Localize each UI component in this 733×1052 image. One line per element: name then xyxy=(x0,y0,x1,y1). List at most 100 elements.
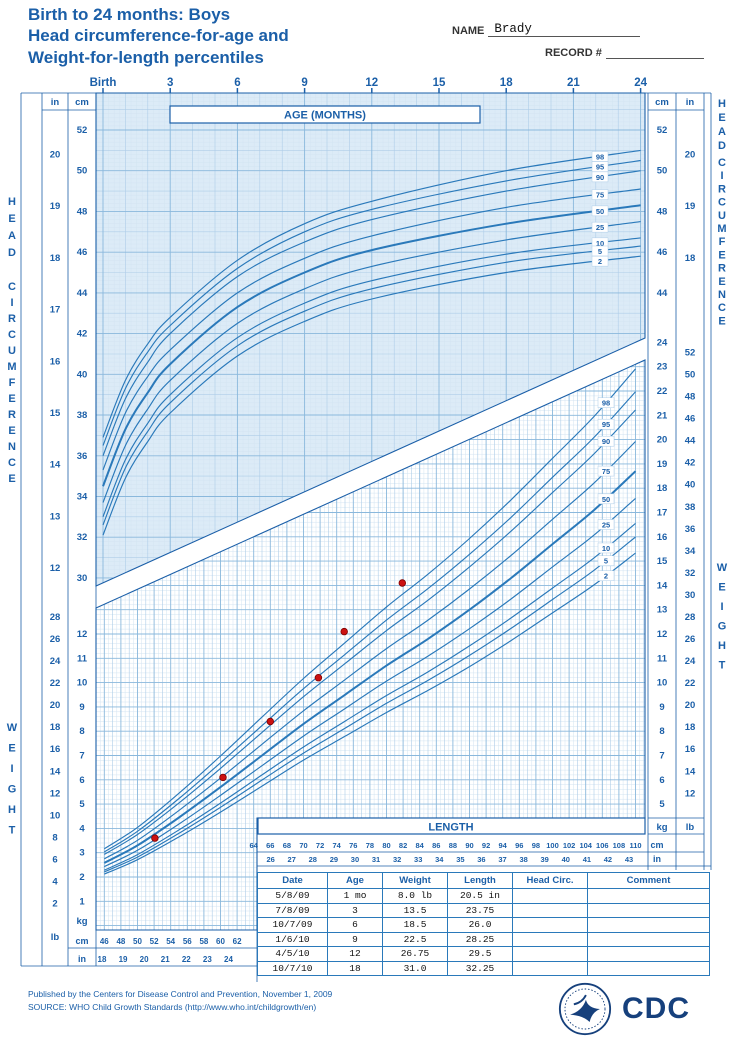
table-cell: 20.5 in xyxy=(447,888,513,904)
svg-text:6: 6 xyxy=(659,775,664,786)
table-cell: 12 xyxy=(327,946,383,962)
table-row: 10/7/10 18 31.0 32.25 xyxy=(257,960,710,976)
hhs-logo xyxy=(558,982,612,1036)
table-row: 4/5/10 12 26.75 29.5 xyxy=(257,946,710,962)
svg-text:19: 19 xyxy=(657,459,668,470)
svg-text:2: 2 xyxy=(52,899,57,910)
svg-text:24: 24 xyxy=(50,656,61,667)
svg-text:72: 72 xyxy=(316,841,324,850)
patient-point xyxy=(151,834,159,842)
svg-text:64: 64 xyxy=(250,841,259,850)
svg-text:18: 18 xyxy=(50,253,61,264)
footer-publisher: Published by the Centers for Disease Con… xyxy=(28,989,333,999)
table-cell xyxy=(587,960,710,976)
svg-text:6: 6 xyxy=(52,854,57,865)
svg-text:14: 14 xyxy=(685,766,696,777)
svg-text:C: C xyxy=(718,197,726,209)
svg-text:16: 16 xyxy=(50,356,61,367)
svg-text:21: 21 xyxy=(161,955,170,964)
svg-text:R: R xyxy=(718,263,726,275)
svg-text:kg: kg xyxy=(76,916,87,927)
svg-text:32: 32 xyxy=(685,568,696,579)
svg-text:18: 18 xyxy=(500,77,513,89)
svg-text:kg: kg xyxy=(656,822,667,833)
svg-text:42: 42 xyxy=(604,855,612,864)
svg-text:LENGTH: LENGTH xyxy=(428,822,473,834)
svg-text:10: 10 xyxy=(50,810,61,821)
svg-text:94: 94 xyxy=(499,841,508,850)
svg-text:C: C xyxy=(718,157,726,169)
svg-text:38: 38 xyxy=(519,855,527,864)
svg-text:17: 17 xyxy=(50,305,61,316)
svg-text:12: 12 xyxy=(685,788,696,799)
svg-text:F: F xyxy=(719,236,726,248)
svg-text:18: 18 xyxy=(685,722,696,733)
table-cell: 18.5 xyxy=(382,917,448,933)
table-cell: 5/8/09 xyxy=(257,888,328,904)
svg-text:20: 20 xyxy=(50,149,61,160)
measurements-table: Date Age Weight Length Head Circ. Comment 5/8/… xyxy=(257,872,710,976)
svg-text:50: 50 xyxy=(657,166,668,177)
table-header: Weight xyxy=(382,872,448,889)
svg-text:44: 44 xyxy=(685,436,696,447)
svg-text:34: 34 xyxy=(77,491,88,502)
svg-text:23: 23 xyxy=(657,362,668,373)
table-cell: 13.5 xyxy=(382,902,448,918)
svg-text:N: N xyxy=(8,441,16,453)
svg-text:W: W xyxy=(717,562,728,574)
svg-text:20: 20 xyxy=(685,149,696,160)
svg-text:6: 6 xyxy=(234,77,240,89)
svg-text:95: 95 xyxy=(596,163,604,172)
patient-data-points xyxy=(151,579,406,842)
svg-text:50: 50 xyxy=(685,369,696,380)
svg-text:60: 60 xyxy=(216,937,225,946)
svg-text:R: R xyxy=(8,313,16,325)
svg-text:H: H xyxy=(8,196,16,208)
svg-text:54: 54 xyxy=(166,937,175,946)
svg-text:10: 10 xyxy=(596,239,604,248)
table-cell: 31.0 xyxy=(382,960,448,976)
svg-text:70: 70 xyxy=(299,841,307,850)
svg-text:35: 35 xyxy=(456,855,464,864)
svg-text:17: 17 xyxy=(657,508,668,519)
svg-text:52: 52 xyxy=(150,937,159,946)
svg-text:I: I xyxy=(10,297,13,309)
svg-text:H: H xyxy=(718,98,726,110)
name-value: Brady xyxy=(494,22,532,36)
table-cell: 9 xyxy=(327,931,383,947)
svg-text:82: 82 xyxy=(399,841,407,850)
svg-text:48: 48 xyxy=(116,937,125,946)
logos: CDC xyxy=(558,982,690,1036)
svg-text:E: E xyxy=(718,276,725,288)
patient-point xyxy=(340,627,348,636)
svg-text:48: 48 xyxy=(685,392,696,403)
svg-text:Birth: Birth xyxy=(90,77,117,89)
svg-text:22: 22 xyxy=(50,678,61,689)
table-header: Length xyxy=(447,872,513,889)
svg-text:32: 32 xyxy=(77,532,88,543)
svg-text:62: 62 xyxy=(233,937,242,946)
svg-text:108: 108 xyxy=(613,841,626,850)
cdc-logo: CDC xyxy=(622,992,690,1025)
svg-text:19: 19 xyxy=(50,201,61,212)
table-cell: 29.5 xyxy=(447,946,513,962)
svg-text:4: 4 xyxy=(79,823,85,834)
svg-text:41: 41 xyxy=(583,855,591,864)
svg-text:12: 12 xyxy=(50,788,61,799)
svg-text:25: 25 xyxy=(596,223,604,232)
name-label: NAME xyxy=(452,25,485,37)
table-cell: 28.25 xyxy=(447,931,513,947)
title-line-3: Weight-for-length percentiles xyxy=(28,47,264,67)
svg-text:7: 7 xyxy=(79,751,84,762)
svg-text:5: 5 xyxy=(598,247,602,256)
svg-text:8: 8 xyxy=(659,726,664,737)
svg-text:19: 19 xyxy=(685,201,696,212)
svg-text:H: H xyxy=(8,804,16,816)
svg-text:80: 80 xyxy=(382,841,390,850)
svg-text:16: 16 xyxy=(657,532,668,543)
svg-text:29: 29 xyxy=(330,855,338,864)
svg-text:H: H xyxy=(718,640,726,652)
svg-text:52: 52 xyxy=(77,125,88,136)
head-percentile-curves xyxy=(102,149,641,536)
svg-text:9: 9 xyxy=(79,702,84,713)
